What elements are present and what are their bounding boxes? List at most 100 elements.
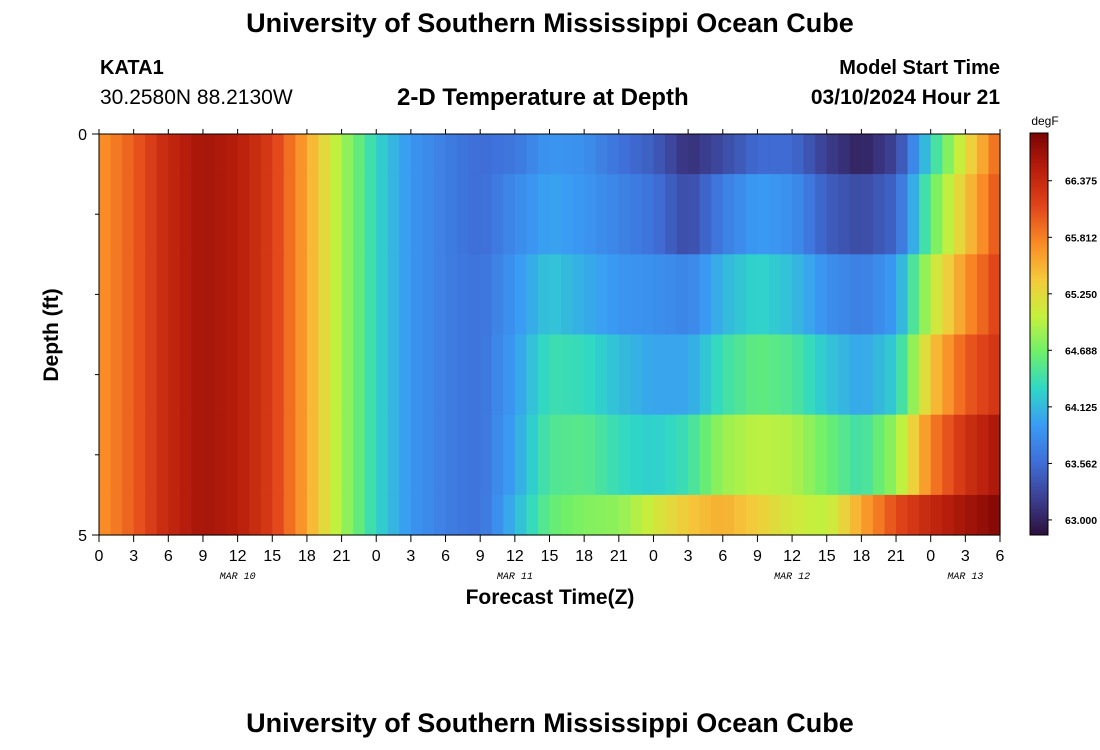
heatmap-cell [988, 494, 1001, 536]
heatmap-cell [214, 414, 227, 496]
heatmap-cell [376, 414, 389, 496]
heatmap-cell [503, 414, 516, 496]
heatmap-cell [884, 334, 897, 416]
heatmap-cell [133, 254, 146, 336]
heatmap-cell [457, 174, 470, 255]
heatmap-cell [965, 254, 978, 336]
x-tick-label: 18 [852, 548, 870, 565]
heatmap-cell [849, 494, 862, 536]
heatmap-cell [688, 174, 701, 255]
heatmap-cell [896, 134, 909, 175]
heatmap-cell [930, 254, 943, 336]
heatmap-cell [815, 134, 828, 175]
heatmap-cell [99, 414, 112, 496]
heatmap-cell [503, 494, 516, 536]
heatmap-cell [792, 254, 805, 336]
x-day-label: MAR 10 [220, 572, 256, 583]
heatmap-cell [745, 494, 759, 536]
x-tick-label: 21 [887, 548, 905, 565]
heatmap-cell [884, 494, 897, 536]
heatmap-cell [745, 134, 759, 175]
heatmap-cell [341, 254, 354, 336]
heatmap-cell [491, 414, 504, 496]
model-start-label: Model Start Time [839, 57, 1000, 79]
heatmap-cell [341, 134, 354, 175]
heatmap-cell [179, 414, 193, 496]
heatmap-cell [110, 334, 123, 416]
heatmap-cell [907, 414, 920, 496]
heatmap-cell [202, 254, 216, 336]
heatmap-cell [780, 254, 793, 336]
heatmap-cell [99, 174, 112, 255]
x-tick-label: 3 [406, 548, 415, 565]
heatmap-cell [572, 174, 585, 255]
heatmap-cell [214, 174, 227, 255]
heatmap-cell [330, 254, 343, 336]
heatmap-cell [480, 254, 493, 336]
heatmap-cell [376, 174, 389, 255]
heatmap-cell [988, 414, 1001, 496]
heatmap-cell [110, 414, 123, 496]
heatmap-cell [480, 494, 493, 536]
heatmap-cell [537, 254, 551, 336]
station-coordinates: 30.2580N 88.2130W [100, 86, 293, 109]
heatmap-cell [341, 334, 354, 416]
heatmap-cell [942, 134, 955, 175]
heatmap-cell [491, 134, 504, 175]
heatmap-cell [745, 174, 759, 255]
heatmap-cell [930, 134, 943, 175]
heatmap-cell [272, 174, 285, 255]
x-tick-label: 18 [575, 548, 593, 565]
heatmap-cell [768, 334, 782, 416]
heatmap-cell [214, 134, 227, 175]
heatmap-cell [630, 334, 643, 416]
heatmap-cell [699, 254, 712, 336]
x-tick-label: 15 [541, 548, 559, 565]
heatmap-cell [145, 134, 158, 175]
heatmap-cell [653, 334, 666, 416]
heatmap-cell [676, 334, 689, 416]
x-tick-label: 6 [996, 548, 1005, 565]
heatmap-cell [607, 254, 620, 336]
heatmap-cell [491, 254, 504, 336]
heatmap-cell [711, 254, 724, 336]
heatmap-cell [283, 174, 296, 255]
heatmap-cell [457, 494, 470, 536]
heatmap-cell [191, 414, 204, 496]
heatmap-cell [711, 174, 724, 255]
heatmap-cell [607, 334, 620, 416]
heatmap-cell [561, 414, 574, 496]
heatmap-cell [295, 494, 308, 536]
heatmap-cell [445, 134, 458, 175]
heatmap-cell [930, 494, 943, 536]
heatmap-cell [838, 414, 851, 496]
heatmap-cell [896, 414, 909, 496]
heatmap-cell [249, 254, 262, 336]
heatmap-cell [919, 134, 932, 175]
heatmap-cell [110, 494, 123, 536]
heatmap-cell [884, 254, 897, 336]
heatmap-cell [584, 414, 597, 496]
heatmap-cell [584, 494, 597, 536]
heatmap-cell [526, 174, 539, 255]
heatmap-cell [445, 494, 458, 536]
heatmap-cell [226, 174, 239, 255]
heatmap-cell [364, 414, 377, 496]
heatmap-cell [826, 334, 839, 416]
heatmap-cell [514, 494, 527, 536]
x-tick-label: 0 [95, 548, 104, 565]
heatmap-cell [202, 414, 216, 496]
heatmap-cells [99, 134, 1001, 536]
heatmap-cell [826, 174, 839, 255]
heatmap-cell [815, 174, 828, 255]
heatmap-cell [537, 334, 551, 416]
heatmap-cell [930, 414, 943, 496]
heatmap-cell [133, 134, 146, 175]
heatmap-cell [168, 494, 181, 536]
footer-title: University of Southern Mississippi Ocean… [246, 708, 854, 738]
heatmap-cell [896, 174, 909, 255]
heatmap-cell [826, 134, 839, 175]
heatmap-cell [699, 414, 712, 496]
heatmap-cell [168, 134, 181, 175]
